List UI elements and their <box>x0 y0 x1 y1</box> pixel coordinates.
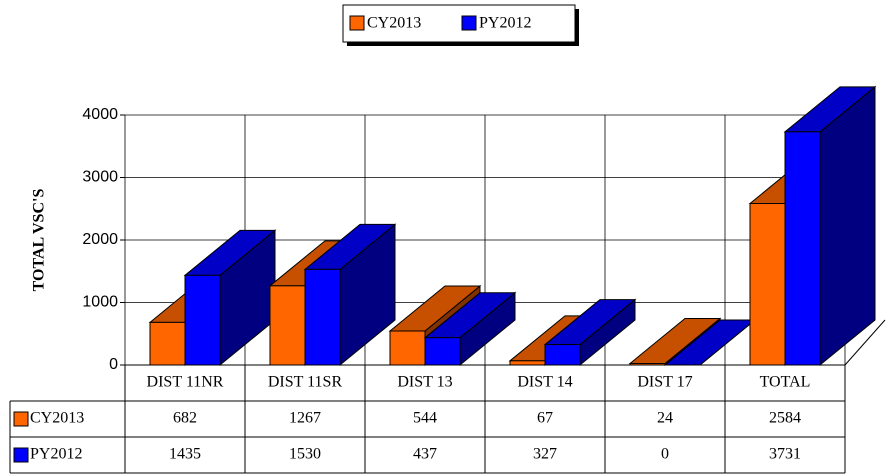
table-value: 24 <box>657 410 673 427</box>
legend-swatch <box>349 15 365 31</box>
table-row-label: PY2012 <box>30 446 82 463</box>
legend-label: PY2012 <box>479 15 531 32</box>
table-value: 1435 <box>169 446 201 463</box>
bar <box>783 85 877 367</box>
bar-side <box>819 85 876 367</box>
y-axis-label: TOTAL VSC'S <box>31 189 48 292</box>
x-tick-label: DIST 13 <box>397 374 452 391</box>
bar-front <box>784 131 821 366</box>
legend-swatch <box>461 15 477 31</box>
bar-front <box>544 344 581 366</box>
legend: CY2013 PY2012 <box>342 4 579 46</box>
bar-front <box>749 203 786 366</box>
table-swatch <box>13 411 29 427</box>
bar <box>303 223 397 367</box>
x-tick-label: DIST 17 <box>637 374 692 391</box>
bar-front <box>304 268 341 366</box>
table-row-label: CY2013 <box>30 410 84 427</box>
table-value: 0 <box>661 446 669 463</box>
x-tick-label: DIST 11SR <box>268 374 343 391</box>
legend-label: CY2013 <box>367 15 421 32</box>
legend-box <box>342 4 576 43</box>
x-tick-label: DIST 11NR <box>147 374 224 391</box>
table-value: 67 <box>537 410 553 427</box>
bar-front <box>389 330 426 366</box>
x-tick-label: DIST 14 <box>517 374 572 391</box>
table-swatch <box>13 447 29 463</box>
table-value: 327 <box>533 446 557 463</box>
bar <box>423 291 517 367</box>
y-tick-label: 2000 <box>82 231 118 248</box>
table-value: 2584 <box>769 410 801 427</box>
table-value: 1267 <box>289 410 321 427</box>
bar-front <box>424 337 461 366</box>
bar-front <box>509 360 546 366</box>
y-tick-label: 0 <box>109 356 118 373</box>
floor-edge <box>844 319 886 366</box>
table-value: 682 <box>173 410 197 427</box>
table-value: 3731 <box>769 446 801 463</box>
y-tick-label: 1000 <box>82 294 118 311</box>
y-tick-label: 3000 <box>82 169 118 186</box>
bar <box>183 229 277 367</box>
x-tick-label: TOTAL <box>760 374 811 391</box>
bar-front <box>269 285 306 366</box>
table-value: 437 <box>413 446 437 463</box>
y-tick-label: 4000 <box>82 106 118 123</box>
bar-front <box>184 274 221 366</box>
table-value: 1530 <box>289 446 321 463</box>
bar-front <box>149 321 186 366</box>
bar <box>543 298 637 367</box>
table-value: 544 <box>413 410 437 427</box>
